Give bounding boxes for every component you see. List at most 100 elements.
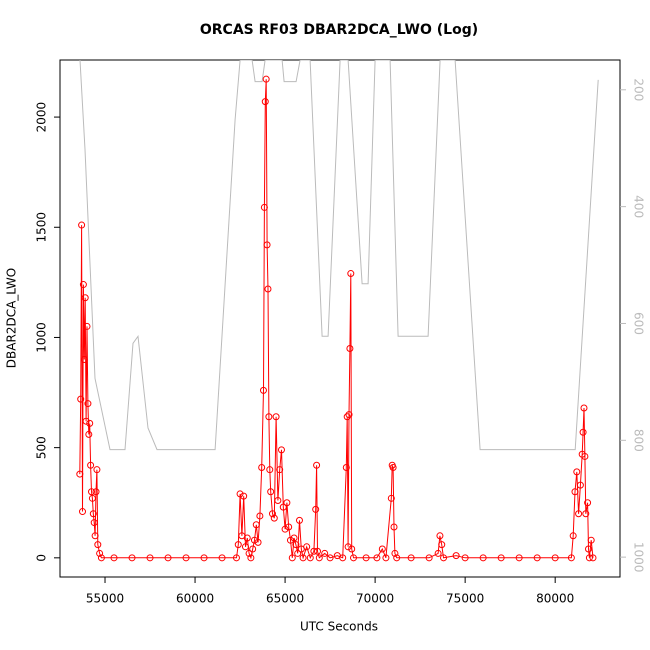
data-point: [80, 355, 88, 363]
data-point: [243, 534, 251, 542]
y2-tick-label: 400: [632, 195, 646, 218]
data-point: [279, 503, 287, 511]
data-point: [182, 554, 190, 562]
data-point: [92, 488, 100, 496]
data-point: [391, 549, 399, 557]
data-point: [290, 534, 298, 542]
data-point: [294, 549, 302, 557]
data-point: [479, 554, 487, 562]
series-line: [79, 79, 594, 560]
data-point: [272, 413, 280, 421]
data-point: [232, 554, 240, 562]
y2-tick-label: 600: [632, 312, 646, 335]
data-point: [286, 536, 294, 544]
x-tick-label: 55000: [86, 592, 124, 606]
data-point: [315, 554, 323, 562]
y-tick-label: 0: [35, 554, 49, 562]
data-point: [164, 554, 172, 562]
data-point: [96, 549, 104, 557]
data-point: [146, 554, 154, 562]
data-point: [245, 549, 253, 557]
data-point: [81, 294, 89, 302]
data-point: [128, 554, 136, 562]
data-point: [276, 466, 284, 474]
y2-tick-label: 200: [632, 78, 646, 101]
data-point: [241, 543, 249, 551]
data-point: [569, 532, 577, 540]
data-point: [87, 461, 95, 469]
data-point: [533, 554, 541, 562]
data-point: [283, 499, 291, 507]
data-point: [288, 554, 296, 562]
data-point: [267, 488, 275, 496]
data-point: [85, 430, 93, 438]
data-point: [84, 400, 92, 408]
y-tick-label: 2000: [35, 102, 49, 133]
data-point: [306, 554, 314, 562]
data-point: [249, 545, 257, 553]
data-point: [407, 554, 415, 562]
data-point: [342, 463, 350, 471]
data-point: [77, 395, 85, 403]
data-point: [321, 549, 329, 557]
data-point: [262, 75, 270, 83]
data-point: [94, 541, 102, 549]
x-tick-label: 60000: [176, 592, 214, 606]
data-point: [110, 554, 118, 562]
data-point: [452, 552, 460, 560]
data-point: [261, 98, 269, 106]
data-point: [345, 411, 353, 419]
data-point: [97, 554, 105, 562]
data-point: [551, 554, 559, 562]
data-point: [274, 497, 282, 505]
x-tick-label: 80000: [536, 592, 574, 606]
x-tick-label: 70000: [356, 592, 394, 606]
data-point: [79, 508, 87, 516]
data-point: [339, 554, 347, 562]
data-point: [584, 499, 592, 507]
chart-title: ORCAS RF03 DBAR2DCA_LWO (Log): [200, 22, 478, 38]
data-point: [382, 554, 390, 562]
data-point: [579, 428, 587, 436]
data-point: [259, 386, 267, 394]
data-point: [312, 505, 320, 513]
data-point: [89, 510, 97, 518]
data-point: [389, 463, 397, 471]
data-point: [584, 545, 592, 553]
data-point: [263, 241, 271, 249]
data-point: [252, 521, 260, 529]
data-point: [350, 554, 358, 562]
data-point: [378, 545, 386, 553]
data-point: [497, 554, 505, 562]
data-point: [571, 488, 579, 496]
data-point: [200, 554, 208, 562]
data-point: [390, 523, 398, 531]
data-point: [313, 547, 321, 555]
data-point: [281, 525, 289, 533]
data-point: [79, 281, 87, 289]
series-line: [79, 60, 599, 451]
data-point: [346, 344, 354, 352]
y-axis-label: DBAR2DCA_LWO: [5, 268, 19, 368]
data-point: [438, 541, 446, 549]
data-point: [218, 554, 226, 562]
y-tick-label: 1500: [35, 212, 49, 243]
y2-tick-label: 1000: [632, 542, 646, 573]
data-point: [326, 554, 334, 562]
data-point: [265, 413, 273, 421]
y-tick-label: 1000: [35, 322, 49, 353]
data-point: [250, 536, 258, 544]
plot-area: [76, 60, 599, 562]
data-point: [573, 468, 581, 476]
data-point: [90, 519, 98, 527]
data-point: [313, 461, 321, 469]
data-point: [585, 554, 593, 562]
data-point: [91, 532, 99, 540]
data-point: [268, 510, 276, 518]
data-point: [344, 543, 352, 551]
data-point: [515, 554, 523, 562]
x-axis-label: UTC Seconds: [300, 620, 378, 634]
data-point: [254, 538, 262, 546]
data-point: [440, 554, 448, 562]
